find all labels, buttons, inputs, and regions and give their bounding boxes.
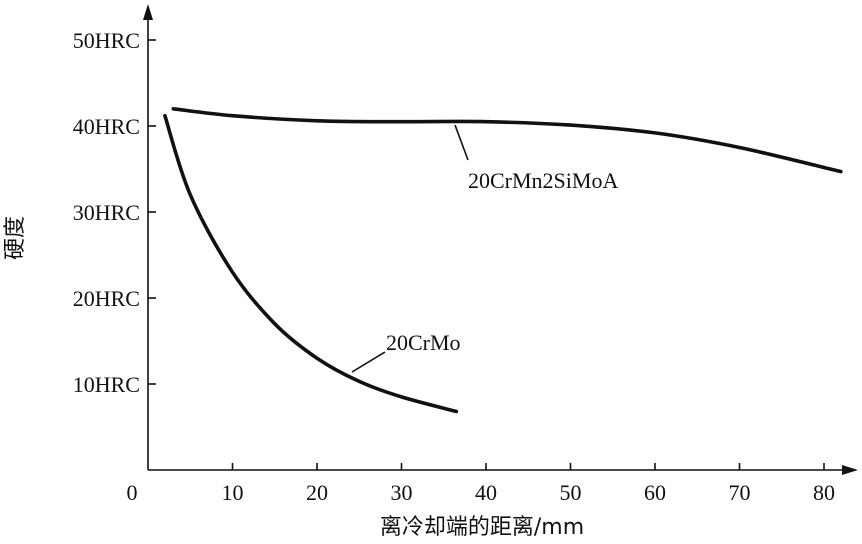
series-line-20CrMo [163, 113, 459, 414]
series-line-20CrMn2SiMoA [171, 107, 843, 174]
leader-line-20CrMo [351, 351, 386, 373]
series-labels: 20CrMn2SiMoA 20CrMo [351, 124, 618, 373]
y-ticks: 10HRC 20HRC 30HRC 40HRC 50HRC [73, 28, 156, 397]
series-lines [163, 107, 843, 414]
x-ticks: 0 10 20 30 40 50 60 70 80 [127, 463, 835, 505]
x-tick-label: 10 [222, 480, 244, 505]
x-tick-label: 70 [729, 480, 751, 505]
x-tick-label: 60 [644, 480, 666, 505]
y-axis-arrow [143, 4, 153, 20]
y-tick-label: 30HRC [73, 200, 140, 225]
x-axis-arrow [842, 465, 858, 475]
x-tick-label: 30 [391, 480, 413, 505]
y-tick-label: 10HRC [73, 372, 140, 397]
axes [143, 4, 858, 475]
x-tick-label: 80 [813, 480, 835, 505]
x-tick-label: 20 [306, 480, 328, 505]
x-axis-title: 离冷却端的距离/mm [380, 515, 584, 540]
y-tick-label: 50HRC [73, 28, 140, 53]
x-tick-label: 50 [560, 480, 582, 505]
x-tick-label: 0 [127, 480, 138, 505]
y-tick-label: 20HRC [73, 286, 140, 311]
series-label-20CrMn2SiMoA: 20CrMn2SiMoA [468, 168, 618, 193]
y-axis-title: 硬度 [3, 216, 28, 260]
x-tick-label: 40 [475, 480, 497, 505]
y-tick-label: 40HRC [73, 114, 140, 139]
leader-line-20CrMn2SiMoA [454, 124, 469, 161]
series-label-20CrMo: 20CrMo [386, 330, 461, 355]
